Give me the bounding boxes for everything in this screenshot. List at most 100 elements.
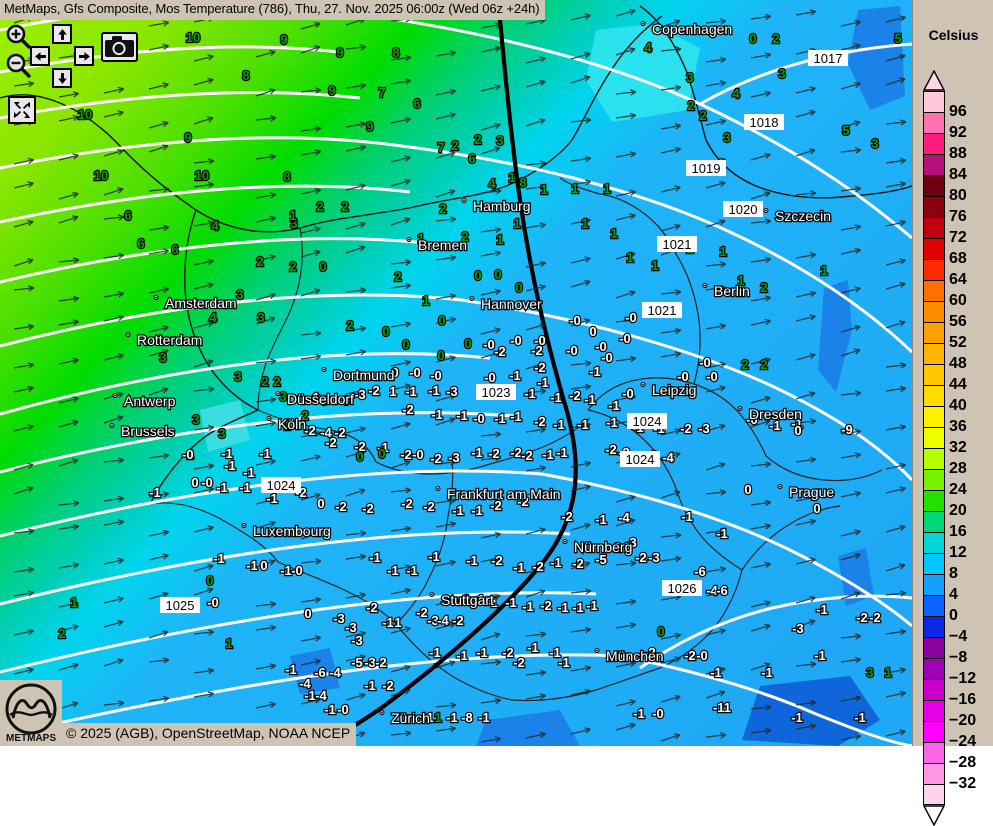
wind-arrow-shaft: [300, 532, 321, 540]
city-label[interactable]: Hamburg: [472, 197, 532, 216]
wind-arrow-shaft: [570, 485, 591, 492]
station-temperature: 0: [304, 606, 311, 621]
station-temperature: -1: [308, 390, 320, 405]
station-temperature: -2: [534, 414, 546, 429]
city-label[interactable]: Nürnberg: [573, 538, 634, 557]
station-temperature: 8: [392, 45, 399, 60]
zoom-in-icon[interactable]: [6, 24, 32, 50]
city-label[interactable]: Düsseldorf: [286, 390, 356, 409]
wind-arrow-shaft: [660, 86, 681, 91]
station-temperature: 1: [737, 273, 744, 288]
wind-arrow-head: [854, 633, 862, 640]
city-label[interactable]: Luxembourg: [252, 522, 332, 541]
wind-arrow-head: [854, 286, 861, 293]
wind-arrow-shaft: [705, 120, 726, 126]
wind-arrow-head: [764, 191, 771, 198]
wind-arrow-shaft: [300, 393, 321, 399]
station-temperature: -0: [569, 313, 581, 328]
city-label[interactable]: Szczecin: [774, 207, 833, 226]
wind-arrow-head: [629, 598, 637, 606]
city-label[interactable]: Köln: [277, 415, 308, 434]
wind-arrow-head: [539, 731, 546, 739]
wind-arrow-shaft: [13, 387, 34, 393]
wind-arrow-head: [539, 693, 547, 700]
city-label[interactable]: Copenhagen: [651, 20, 734, 39]
wind-arrow-head: [494, 327, 501, 334]
city-label[interactable]: Zürich: [390, 709, 432, 728]
city-marker: °: [595, 648, 599, 660]
wind-arrow-shaft: [255, 317, 276, 325]
legend-swatch: [923, 322, 945, 343]
station-temperature: 0: [186, 447, 193, 462]
station-temperature: 6: [124, 208, 131, 223]
wind-arrow-shaft: [390, 665, 411, 673]
wind-arrow-head: [404, 155, 411, 162]
zoom-out-icon[interactable]: [6, 53, 32, 79]
wind-arrow-shaft: [300, 46, 321, 54]
city-label[interactable]: Amsterdam: [164, 294, 238, 313]
wind-arrow-shaft: [480, 433, 501, 437]
station-temperature: -2: [491, 553, 503, 568]
station-temperature: -1: [550, 555, 562, 570]
wind-arrow-head: [359, 630, 366, 638]
city-label[interactable]: Berlin: [713, 282, 751, 301]
legend-tick: 60: [949, 292, 967, 309]
wind-arrow-head: [539, 388, 547, 395]
legend-swatch: [923, 112, 945, 133]
wind-arrow-head: [162, 325, 169, 332]
city-label[interactable]: Stuttgart: [440, 591, 496, 610]
city-label[interactable]: Prague: [788, 483, 836, 502]
city-label[interactable]: Brussels: [120, 422, 176, 441]
station-temperature: -1: [584, 392, 596, 407]
wind-arrow-shaft: [660, 20, 681, 28]
wind-arrow-shaft: [570, 523, 591, 531]
wind-arrow-head: [72, 215, 79, 222]
camera-icon[interactable]: [101, 32, 138, 62]
isobar-label-box: [160, 597, 200, 613]
city-label[interactable]: Hannover: [480, 295, 544, 314]
wind-arrow-head: [359, 183, 366, 190]
city-label[interactable]: Antwerp: [123, 392, 177, 411]
wind-arrow-head: [584, 318, 591, 325]
station-temperature: -4: [299, 676, 311, 691]
wind-arrow-shaft: [750, 358, 771, 365]
fullscreen-icon[interactable]: [8, 96, 36, 124]
wind-arrow-shaft: [300, 636, 321, 642]
pan-right-button[interactable]: [74, 46, 94, 66]
wind-arrow-shaft: [525, 19, 546, 25]
wind-arrow-shaft: [840, 530, 861, 537]
wind-arrow-shaft: [660, 557, 681, 562]
pan-down-button[interactable]: [52, 68, 72, 88]
station-temperature: -1: [524, 386, 536, 401]
city-label[interactable]: Dortmund: [332, 366, 396, 385]
isobar-label: 1017: [814, 51, 843, 66]
isobar-label: 1023: [482, 385, 511, 400]
station-temperature: 3: [686, 70, 693, 85]
wind-arrow-head: [584, 665, 592, 672]
legend-unit-title: Celsius: [928, 27, 979, 43]
wind-arrow-shaft: [193, 321, 214, 329]
city-label[interactable]: Dresden: [748, 405, 804, 424]
wind-arrow-shaft: [435, 190, 456, 198]
pan-up-button[interactable]: [52, 24, 72, 44]
wind-arrow-head: [404, 688, 411, 695]
wind-arrow-shaft: [193, 464, 214, 470]
city-label[interactable]: Leipzig: [651, 381, 698, 400]
wind-arrow-shaft: [570, 385, 591, 390]
wind-arrow-shaft: [345, 327, 366, 332]
city-label[interactable]: Frankfurt am Main: [446, 485, 562, 504]
wind-arrow-shaft: [525, 57, 546, 64]
city-label[interactable]: Bremen: [417, 236, 469, 255]
wind-arrow-shaft: [58, 502, 79, 506]
wind-arrow-head: [359, 592, 367, 599]
wind-arrow-head: [719, 219, 726, 226]
station-temperature: -2: [488, 446, 500, 461]
weather-map-canvas[interactable]: 10 9 9 8 8 9 7 6 10 9 9 7 6 10 10 8 4 8 4 0 2 5 3 3 4 2 2 3 5 3 6 6 6 4 3 2…: [0, 0, 912, 746]
city-label[interactable]: Rotterdam: [136, 331, 204, 350]
wind-arrow-head: [117, 596, 124, 603]
city-label[interactable]: München: [605, 647, 665, 666]
station-temperature: -1: [182, 447, 194, 462]
pan-left-button[interactable]: [30, 46, 50, 66]
station-temperature: -2: [402, 402, 414, 417]
station-temperature: -3: [792, 621, 804, 636]
